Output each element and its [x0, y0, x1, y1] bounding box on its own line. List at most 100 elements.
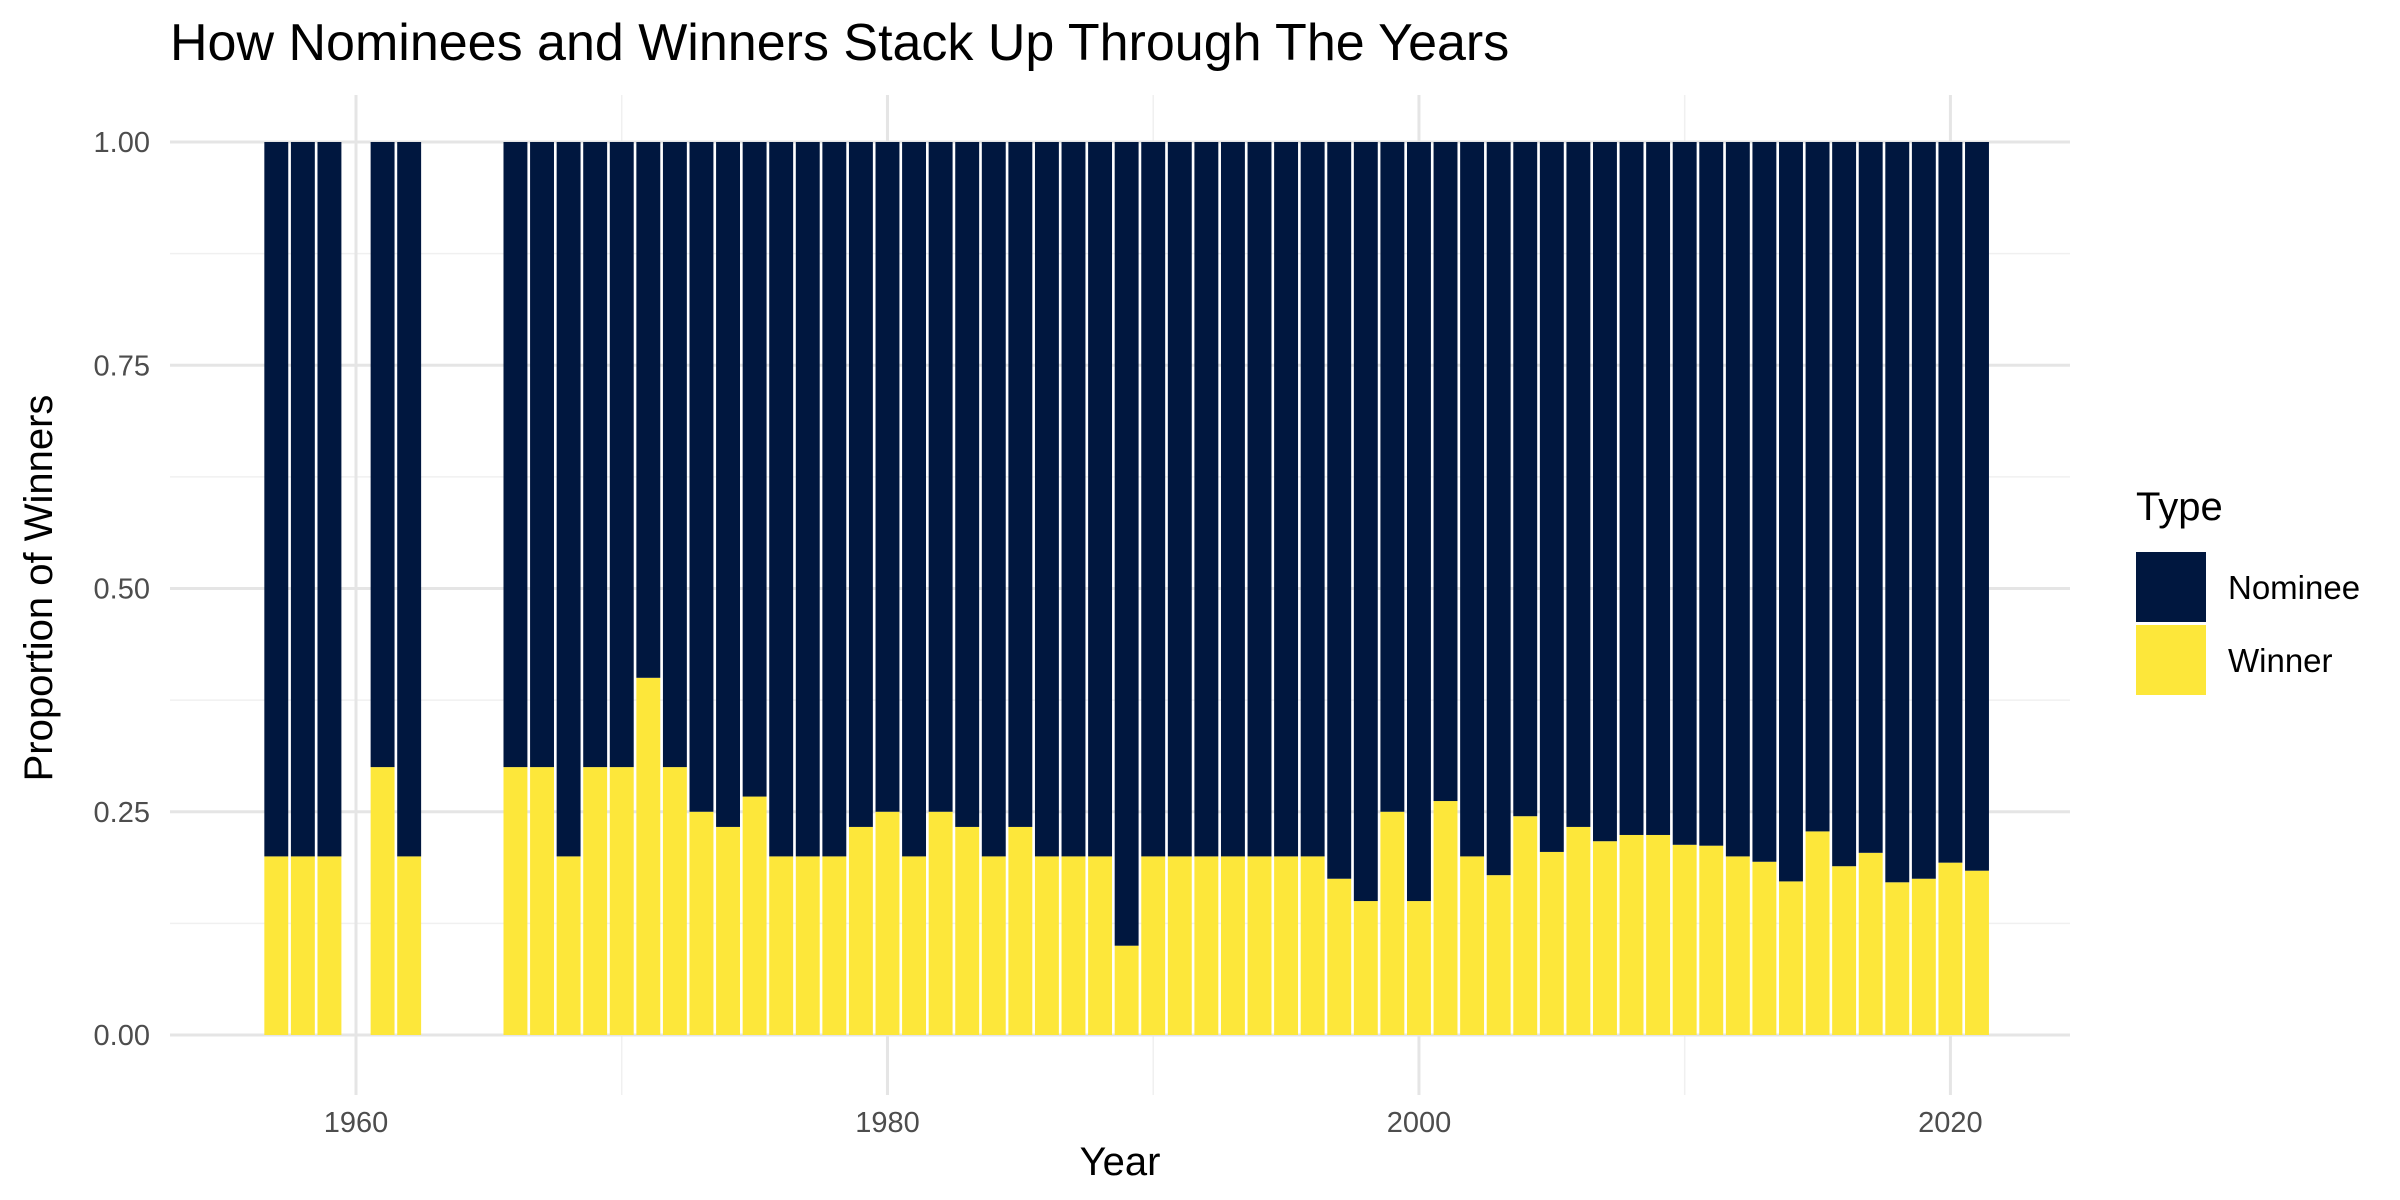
bar-winner-1998 — [1353, 901, 1378, 1035]
bar-nominee-2015 — [1805, 142, 1830, 832]
bar-nominee-2008 — [1619, 142, 1644, 835]
legend: Type Nominee Winner — [2136, 485, 2360, 695]
bar-winner-1961 — [370, 767, 395, 1035]
bar-winner-2021 — [1965, 870, 1989, 1035]
bar-nominee-2019 — [1911, 142, 1936, 879]
bar-winner-1995 — [1274, 856, 1299, 1035]
bar-winner-2005 — [1539, 851, 1564, 1035]
bar-winner-2014 — [1779, 881, 1803, 1035]
bar-nominee-1992 — [1194, 142, 1219, 857]
bar-winner-1973 — [689, 811, 714, 1035]
bar-nominee-1959 — [317, 142, 342, 857]
bar-nominee-1957 — [264, 142, 289, 857]
bar-nominee-2021 — [1965, 142, 1989, 871]
bar-winner-1976 — [769, 856, 794, 1035]
bar-nominee-1988 — [1088, 142, 1113, 857]
bar-nominee-1975 — [742, 142, 767, 797]
bar-nominee-1967 — [530, 142, 554, 768]
y-axis-ticks: 0.00 0.25 0.50 0.75 1.00 — [94, 127, 150, 1052]
bar-winner-1987 — [1061, 856, 1086, 1035]
bar-winner-2018 — [1885, 882, 1910, 1035]
bar-nominee-1981 — [902, 142, 927, 857]
bar-winner-1989 — [1114, 945, 1139, 1035]
bar-nominee-2011 — [1699, 142, 1724, 846]
bar-winner-2013 — [1752, 861, 1777, 1035]
bar-winner-1970 — [609, 767, 634, 1035]
bar-nominee-1998 — [1353, 142, 1378, 902]
bar-winner-1980 — [875, 811, 900, 1035]
bar-winner-1958 — [290, 856, 315, 1035]
bar-winner-1991 — [1167, 856, 1192, 1035]
x-tick-label: 1960 — [324, 1107, 389, 1139]
bar-winner-2015 — [1805, 831, 1830, 1035]
bar-nominee-1999 — [1380, 142, 1405, 812]
bar-winner-2004 — [1513, 816, 1538, 1035]
bar-winner-1985 — [1008, 826, 1033, 1035]
bar-winner-2009 — [1646, 834, 1671, 1035]
bar-nominee-1962 — [397, 142, 422, 857]
y-tick-label: 1.00 — [94, 127, 150, 159]
bar-winner-1968 — [556, 856, 581, 1035]
bar-nominee-1994 — [1247, 142, 1272, 857]
bar-winner-1975 — [742, 796, 767, 1035]
bar-winner-1959 — [317, 856, 342, 1035]
bar-nominee-1972 — [662, 142, 687, 768]
bar-winner-1997 — [1327, 878, 1352, 1035]
bar-winner-2016 — [1832, 866, 1857, 1035]
bar-nominee-1984 — [981, 142, 1006, 857]
bar-nominee-1978 — [822, 142, 847, 857]
bar-winner-2008 — [1619, 834, 1644, 1035]
bar-nominee-1974 — [716, 142, 740, 827]
bar-winner-2019 — [1911, 878, 1936, 1035]
bar-nominee-1979 — [848, 142, 873, 827]
bar-winner-1971 — [636, 677, 661, 1035]
bar-winner-2010 — [1672, 844, 1697, 1035]
bar-winner-2000 — [1406, 901, 1431, 1035]
bar-nominee-2005 — [1539, 142, 1564, 852]
bar-nominee-1961 — [370, 142, 395, 768]
bar-nominee-1971 — [636, 142, 661, 678]
bar-winner-2012 — [1725, 856, 1750, 1035]
bar-nominee-2004 — [1513, 142, 1538, 817]
bar-nominee-1997 — [1327, 142, 1352, 879]
bar-winner-1988 — [1088, 856, 1113, 1035]
bar-nominee-1970 — [609, 142, 634, 768]
bar-nominee-1995 — [1274, 142, 1299, 857]
bar-winner-1969 — [583, 767, 608, 1035]
bar-nominee-1996 — [1300, 142, 1325, 857]
bar-winner-1972 — [662, 767, 687, 1035]
bar-winner-2001 — [1433, 801, 1458, 1035]
bar-nominee-2016 — [1832, 142, 1857, 867]
bar-nominee-2001 — [1433, 142, 1458, 802]
bar-nominee-1977 — [795, 142, 820, 857]
bar-nominee-1986 — [1034, 142, 1059, 857]
y-tick-label: 0.00 — [94, 1020, 150, 1052]
y-tick-label: 0.50 — [94, 574, 150, 606]
bar-nominee-1991 — [1167, 142, 1192, 857]
legend-label-nominee: Nominee — [2228, 569, 2360, 606]
y-axis-title: Proportion of Winners — [17, 395, 61, 782]
bar-winner-1979 — [848, 826, 873, 1035]
legend-title: Type — [2136, 485, 2223, 529]
legend-swatch-winner — [2136, 625, 2206, 695]
bars — [264, 142, 1989, 1035]
bar-nominee-1990 — [1141, 142, 1166, 857]
bar-nominee-2009 — [1646, 142, 1671, 835]
y-tick-label: 0.75 — [94, 350, 150, 382]
bar-nominee-2018 — [1885, 142, 1910, 883]
bar-winner-1993 — [1220, 856, 1245, 1035]
bar-nominee-2010 — [1672, 142, 1697, 845]
legend-items: Nominee Winner — [2136, 552, 2360, 695]
bar-winner-1974 — [716, 826, 740, 1035]
bar-nominee-1958 — [290, 142, 315, 857]
bar-winner-1992 — [1194, 856, 1219, 1035]
bar-nominee-2013 — [1752, 142, 1777, 862]
legend-swatch-nominee — [2136, 552, 2206, 622]
bar-nominee-1982 — [928, 142, 953, 812]
bar-nominee-1983 — [955, 142, 980, 827]
bar-nominee-1966 — [503, 142, 528, 768]
bar-winner-1977 — [795, 856, 820, 1035]
bar-winner-1999 — [1380, 811, 1405, 1035]
bar-winner-1996 — [1300, 856, 1325, 1035]
